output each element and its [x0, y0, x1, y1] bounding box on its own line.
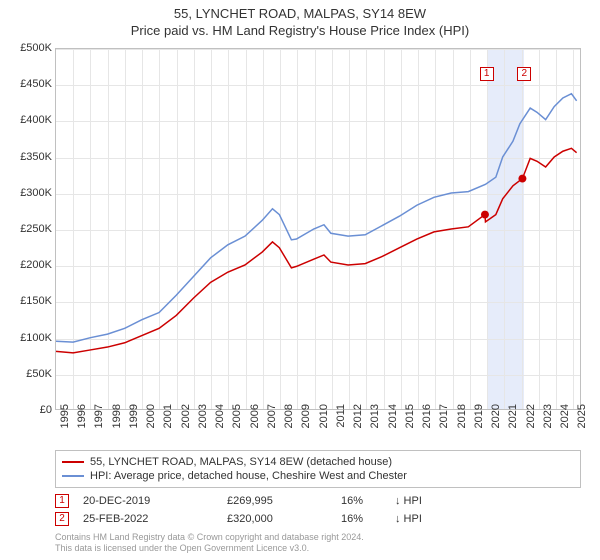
x-axis-tick-label: 2006 — [249, 404, 261, 444]
x-axis-tick-label: 2010 — [318, 404, 330, 444]
copyright-line-1: Contains HM Land Registry data © Crown c… — [55, 532, 581, 543]
x-axis-tick-label: 2012 — [352, 404, 364, 444]
transaction-price: £320,000 — [227, 513, 327, 525]
legend-swatch — [62, 475, 84, 477]
plot-area: 12 — [55, 48, 581, 410]
transaction-pct: 16% — [341, 495, 381, 507]
chart-title: 55, LYNCHET ROAD, MALPAS, SY14 8EW — [0, 0, 600, 21]
x-axis-tick-label: 2017 — [438, 404, 450, 444]
chart-container: 55, LYNCHET ROAD, MALPAS, SY14 8EW Price… — [0, 0, 600, 560]
y-axis-tick-label: £450K — [20, 78, 52, 90]
transaction-direction: ↓ HPI — [395, 495, 445, 507]
legend-item: HPI: Average price, detached house, Ches… — [62, 469, 574, 483]
x-axis-tick-label: 1999 — [128, 404, 140, 444]
chart-subtitle: Price paid vs. HM Land Registry's House … — [0, 21, 600, 42]
x-axis-tick-label: 2005 — [231, 404, 243, 444]
x-axis-tick-label: 2013 — [369, 404, 381, 444]
transaction-pct: 16% — [341, 513, 381, 525]
transaction-date: 25-FEB-2022 — [83, 513, 213, 525]
x-axis-tick-label: 2007 — [266, 404, 278, 444]
transaction-row: 1 20-DEC-2019 £269,995 16% ↓ HPI — [55, 492, 581, 510]
x-axis-tick-label: 2002 — [180, 404, 192, 444]
x-axis-tick-label: 1998 — [111, 404, 123, 444]
y-axis-tick-label: £100K — [20, 332, 52, 344]
y-axis-tick-label: £300K — [20, 187, 52, 199]
copyright-text: Contains HM Land Registry data © Crown c… — [55, 532, 581, 554]
copyright-line-2: This data is licensed under the Open Gov… — [55, 543, 581, 554]
x-axis-tick-label: 2009 — [300, 404, 312, 444]
x-axis-tick-label: 1996 — [76, 404, 88, 444]
legend-label: HPI: Average price, detached house, Ches… — [90, 470, 407, 482]
series-property — [56, 148, 577, 352]
transaction-date: 20-DEC-2019 — [83, 495, 213, 507]
y-axis-tick-label: £350K — [20, 151, 52, 163]
x-axis-tick-label: 2011 — [335, 404, 347, 444]
transaction-marker: 2 — [55, 512, 69, 526]
x-axis-tick-label: 2021 — [507, 404, 519, 444]
x-axis-tick-label: 2022 — [525, 404, 537, 444]
legend-box: 55, LYNCHET ROAD, MALPAS, SY14 8EW (deta… — [55, 450, 581, 488]
x-axis-tick-label: 2003 — [197, 404, 209, 444]
legend-swatch — [62, 461, 84, 463]
x-axis-tick-label: 2019 — [473, 404, 485, 444]
transaction-row: 2 25-FEB-2022 £320,000 16% ↓ HPI — [55, 510, 581, 528]
x-axis-tick-label: 2016 — [421, 404, 433, 444]
y-axis-tick-label: £250K — [20, 223, 52, 235]
sale-marker-dot — [518, 175, 526, 183]
transactions-table: 1 20-DEC-2019 £269,995 16% ↓ HPI 2 25-FEB-2022… — [55, 492, 581, 528]
x-axis-tick-label: 2001 — [162, 404, 174, 444]
x-axis-tick-label: 1997 — [93, 404, 105, 444]
series-hpi — [56, 94, 577, 342]
x-axis-tick-label: 2000 — [145, 404, 157, 444]
x-axis-tick-label: 2014 — [387, 404, 399, 444]
x-axis-tick-label: 2020 — [490, 404, 502, 444]
transaction-marker: 1 — [55, 494, 69, 508]
y-axis-tick-label: £400K — [20, 114, 52, 126]
legend-label: 55, LYNCHET ROAD, MALPAS, SY14 8EW (deta… — [90, 456, 392, 468]
chart-svg — [56, 49, 580, 409]
x-axis-tick-label: 2004 — [214, 404, 226, 444]
legend-item: 55, LYNCHET ROAD, MALPAS, SY14 8EW (deta… — [62, 455, 574, 469]
x-axis-tick-label: 2018 — [456, 404, 468, 444]
y-axis-tick-label: £150K — [20, 295, 52, 307]
x-axis-tick-label: 2025 — [576, 404, 588, 444]
sale-marker-dot — [481, 211, 489, 219]
x-axis-tick-label: 1995 — [59, 404, 71, 444]
transaction-direction: ↓ HPI — [395, 513, 445, 525]
y-axis-tick-label: £0 — [40, 404, 52, 416]
x-axis-tick-label: 2023 — [542, 404, 554, 444]
callout-marker: 1 — [480, 67, 494, 81]
y-axis-tick-label: £200K — [20, 259, 52, 271]
transaction-price: £269,995 — [227, 495, 327, 507]
y-axis-tick-label: £50K — [26, 368, 52, 380]
callout-marker: 2 — [517, 67, 531, 81]
x-axis-tick-label: 2008 — [283, 404, 295, 444]
x-axis-tick-label: 2015 — [404, 404, 416, 444]
x-axis-tick-label: 2024 — [559, 404, 571, 444]
y-axis-tick-label: £500K — [20, 42, 52, 54]
